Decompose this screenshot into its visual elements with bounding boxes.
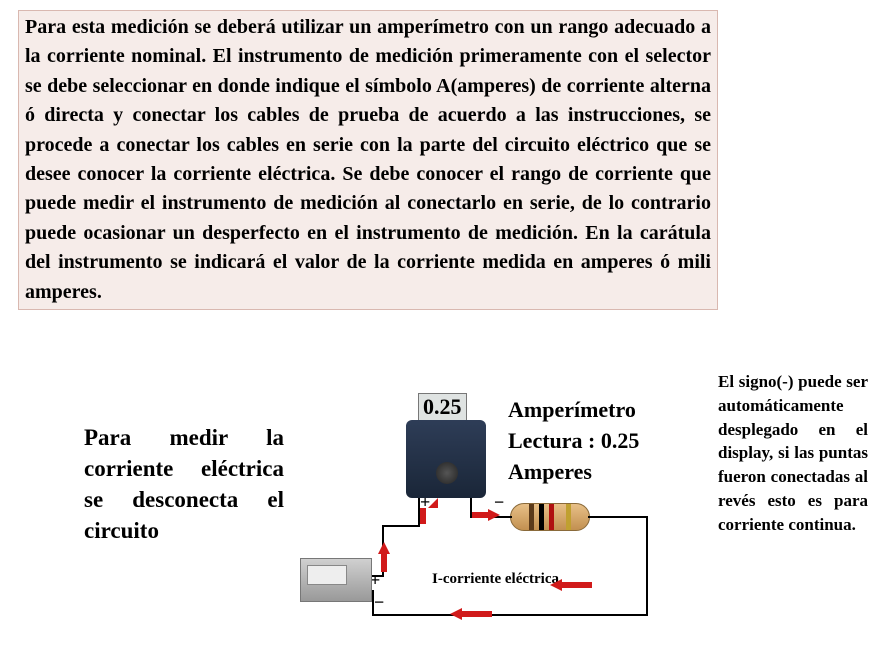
arrow-icon: [420, 508, 426, 524]
circuit-diagram: [300, 390, 720, 640]
right-side-note-text: El signo(-) puede ser automáticamente de…: [718, 372, 868, 534]
arrow-icon: [550, 579, 562, 591]
wire: [646, 516, 648, 616]
resistor-band: [539, 504, 544, 530]
power-supply-icon: [300, 558, 372, 602]
main-paragraph: Para esta medición se deberá utilizar un…: [18, 10, 718, 310]
resistor-band: [549, 504, 554, 530]
wire: [372, 614, 648, 616]
resistor-band: [529, 504, 534, 530]
main-paragraph-text: Para esta medición se deberá utilizar un…: [25, 16, 711, 303]
right-side-note: El signo(-) puede ser automáticamente de…: [718, 370, 868, 537]
left-side-note: Para medir la corriente eléctrica se des…: [84, 422, 284, 546]
left-side-note-text: Para medir la corriente eléctrica se des…: [84, 425, 284, 543]
arrow-icon: [562, 582, 592, 588]
wire: [382, 525, 418, 527]
arrow-icon: [450, 608, 462, 620]
arrow-icon: [428, 498, 438, 508]
wire: [372, 575, 382, 577]
resistor-icon: [510, 503, 590, 531]
multimeter-icon: [406, 420, 486, 498]
arrow-icon: [462, 611, 492, 617]
wire: [372, 590, 374, 616]
resistor-band: [566, 504, 571, 530]
arrow-icon: [381, 552, 387, 572]
arrow-icon: [472, 512, 490, 518]
wire: [588, 516, 648, 518]
